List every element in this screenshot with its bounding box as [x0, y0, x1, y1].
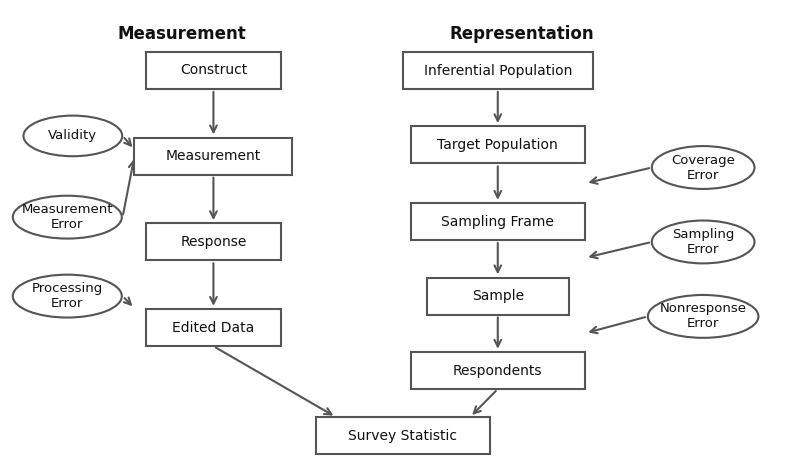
FancyBboxPatch shape	[135, 138, 293, 175]
FancyBboxPatch shape	[147, 223, 280, 260]
Text: Inferential Population: Inferential Population	[424, 63, 572, 78]
Ellipse shape	[23, 116, 123, 156]
FancyBboxPatch shape	[147, 52, 280, 89]
Text: Sampling Frame: Sampling Frame	[442, 215, 555, 228]
Text: Construct: Construct	[180, 63, 247, 78]
Text: Measurement
Error: Measurement Error	[22, 203, 113, 231]
Ellipse shape	[652, 146, 754, 189]
Text: Edited Data: Edited Data	[172, 321, 255, 335]
Ellipse shape	[13, 274, 122, 318]
Text: Processing
Error: Processing Error	[31, 282, 103, 310]
Text: Measurement: Measurement	[166, 149, 261, 163]
Text: Sample: Sample	[472, 289, 524, 303]
FancyBboxPatch shape	[147, 309, 280, 346]
Text: Sampling
Error: Sampling Error	[672, 228, 734, 256]
Ellipse shape	[648, 295, 758, 338]
FancyBboxPatch shape	[411, 203, 584, 240]
Text: Representation: Representation	[449, 25, 594, 43]
FancyBboxPatch shape	[403, 52, 592, 89]
Text: Measurement: Measurement	[118, 25, 246, 43]
Text: Response: Response	[181, 235, 247, 249]
FancyBboxPatch shape	[411, 352, 584, 389]
FancyBboxPatch shape	[411, 126, 584, 164]
Text: Nonresponse
Error: Nonresponse Error	[659, 302, 746, 330]
Ellipse shape	[13, 196, 122, 239]
Text: Validity: Validity	[48, 129, 98, 142]
Text: Coverage
Error: Coverage Error	[671, 154, 735, 181]
Text: Survey Statistic: Survey Statistic	[348, 429, 458, 443]
FancyBboxPatch shape	[316, 417, 490, 454]
FancyBboxPatch shape	[426, 278, 569, 314]
Text: Respondents: Respondents	[453, 364, 542, 377]
Text: Target Population: Target Population	[438, 138, 559, 152]
Ellipse shape	[652, 220, 754, 263]
